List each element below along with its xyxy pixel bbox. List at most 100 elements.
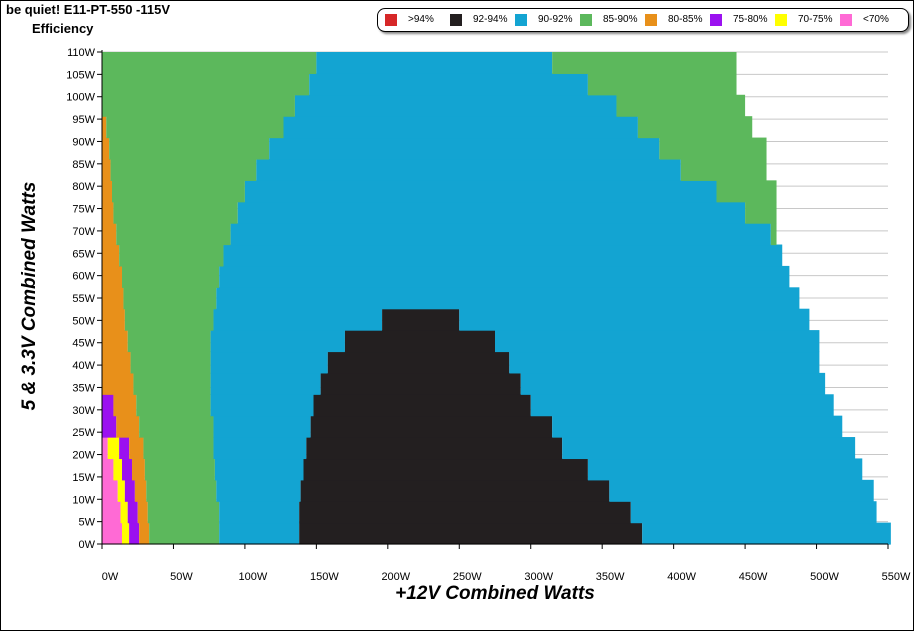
y-tick-label: 85W bbox=[72, 159, 95, 171]
efficiency-band bbox=[552, 52, 737, 74]
x-tick-label: 50W bbox=[170, 571, 193, 583]
efficiency-band bbox=[219, 265, 790, 288]
x-tick-label: 0W bbox=[102, 571, 119, 583]
y-tick-label: 20W bbox=[72, 450, 95, 462]
efficiency-band bbox=[745, 201, 777, 224]
legend-label: 90-92% bbox=[538, 14, 573, 25]
efficiency-band bbox=[102, 265, 123, 288]
legend-label: 85-90% bbox=[603, 14, 638, 25]
y-tick-label: 80W bbox=[72, 181, 95, 193]
legend-swatch bbox=[450, 14, 462, 26]
efficiency-band bbox=[770, 223, 777, 246]
efficiency-band bbox=[459, 308, 810, 331]
efficiency-band bbox=[102, 73, 310, 96]
efficiency-band bbox=[587, 73, 737, 96]
y-tick-label: 5W bbox=[79, 517, 96, 529]
x-tick-label: 250W bbox=[453, 571, 482, 583]
efficiency-band bbox=[102, 501, 121, 524]
efficiency-band bbox=[134, 479, 147, 502]
efficiency-band bbox=[113, 394, 137, 417]
y-tick-label: 55W bbox=[72, 293, 95, 305]
efficiency-band bbox=[213, 437, 307, 460]
efficiency-band bbox=[237, 201, 746, 224]
efficiency-band bbox=[102, 351, 131, 374]
y-tick-label: 100W bbox=[66, 92, 95, 104]
axes bbox=[101, 50, 888, 545]
efficiency-band bbox=[123, 287, 217, 310]
efficiency-band bbox=[127, 330, 211, 353]
efficiency-band bbox=[303, 458, 588, 481]
legend-label: >94% bbox=[408, 14, 434, 25]
efficiency-band bbox=[102, 458, 114, 481]
efficiency-band bbox=[102, 180, 112, 203]
efficiency-band bbox=[300, 479, 610, 502]
efficiency-band bbox=[299, 501, 631, 524]
efficiency-band bbox=[102, 244, 120, 267]
efficiency-band bbox=[112, 180, 245, 203]
y-tick-label: 0W bbox=[79, 539, 96, 551]
efficiency-band bbox=[344, 330, 495, 353]
efficiency-band bbox=[210, 394, 314, 417]
efficiency-band bbox=[587, 458, 863, 481]
efficiency-band bbox=[139, 522, 150, 545]
x-tick-label: 350W bbox=[596, 571, 625, 583]
efficiency-band bbox=[144, 458, 215, 481]
efficiency-band bbox=[642, 522, 891, 545]
efficiency-band bbox=[107, 437, 120, 460]
y-tick-label: 90W bbox=[72, 136, 95, 148]
efficiency-band bbox=[102, 137, 110, 160]
efficiency-band bbox=[213, 415, 311, 438]
efficiency-band bbox=[616, 94, 746, 117]
efficiency-band bbox=[116, 415, 140, 438]
legend-swatch bbox=[645, 14, 657, 26]
efficiency-band bbox=[210, 372, 321, 395]
efficiency-band bbox=[102, 372, 134, 395]
y-tick-label: 30W bbox=[72, 405, 95, 417]
efficiency-band bbox=[552, 415, 843, 438]
y-tick-label: 15W bbox=[72, 472, 95, 484]
efficiency-band bbox=[210, 330, 345, 353]
x-tick-label: 300W bbox=[524, 571, 553, 583]
efficiency-band bbox=[680, 158, 767, 181]
efficiency-band bbox=[102, 94, 295, 117]
efficiency-band bbox=[129, 522, 140, 545]
y-tick-label: 10W bbox=[72, 494, 95, 506]
efficiency-band bbox=[149, 522, 220, 545]
efficiency-band bbox=[320, 372, 521, 395]
efficiency-band bbox=[113, 201, 238, 224]
efficiency-band bbox=[102, 158, 111, 181]
efficiency-band bbox=[256, 158, 681, 181]
efficiency-band bbox=[119, 244, 224, 267]
efficiency-band bbox=[316, 52, 553, 74]
efficiency-band bbox=[562, 437, 856, 460]
y-tick-label: 105W bbox=[66, 69, 95, 81]
efficiency-band bbox=[659, 137, 767, 160]
y-tick-label: 35W bbox=[72, 382, 95, 394]
efficiency-band bbox=[637, 116, 753, 139]
efficiency-band bbox=[102, 52, 317, 74]
efficiency-band bbox=[716, 180, 777, 203]
legend-swatch bbox=[385, 14, 397, 26]
legend-label: <70% bbox=[863, 14, 889, 25]
efficiency-band bbox=[137, 501, 148, 524]
efficiency-band bbox=[102, 522, 123, 545]
efficiency-band bbox=[102, 394, 114, 417]
x-tick-label: 150W bbox=[310, 571, 339, 583]
efficiency-band bbox=[102, 308, 125, 331]
efficiency-band bbox=[509, 351, 820, 374]
efficiency-band bbox=[294, 94, 617, 117]
legend-label: 70-75% bbox=[798, 14, 833, 25]
efficiency-band bbox=[136, 394, 211, 417]
efficiency-band bbox=[110, 158, 257, 181]
efficiency-band bbox=[283, 116, 638, 139]
efficiency-band bbox=[299, 522, 643, 545]
efficiency-band bbox=[313, 394, 531, 417]
legend-swatch bbox=[840, 14, 852, 26]
efficiency-band bbox=[219, 501, 300, 524]
efficiency-band bbox=[269, 137, 660, 160]
y-tick-label: 50W bbox=[72, 315, 95, 327]
y-tick-label: 65W bbox=[72, 248, 95, 260]
efficiency-band bbox=[520, 372, 826, 395]
efficiency-band bbox=[102, 479, 118, 502]
